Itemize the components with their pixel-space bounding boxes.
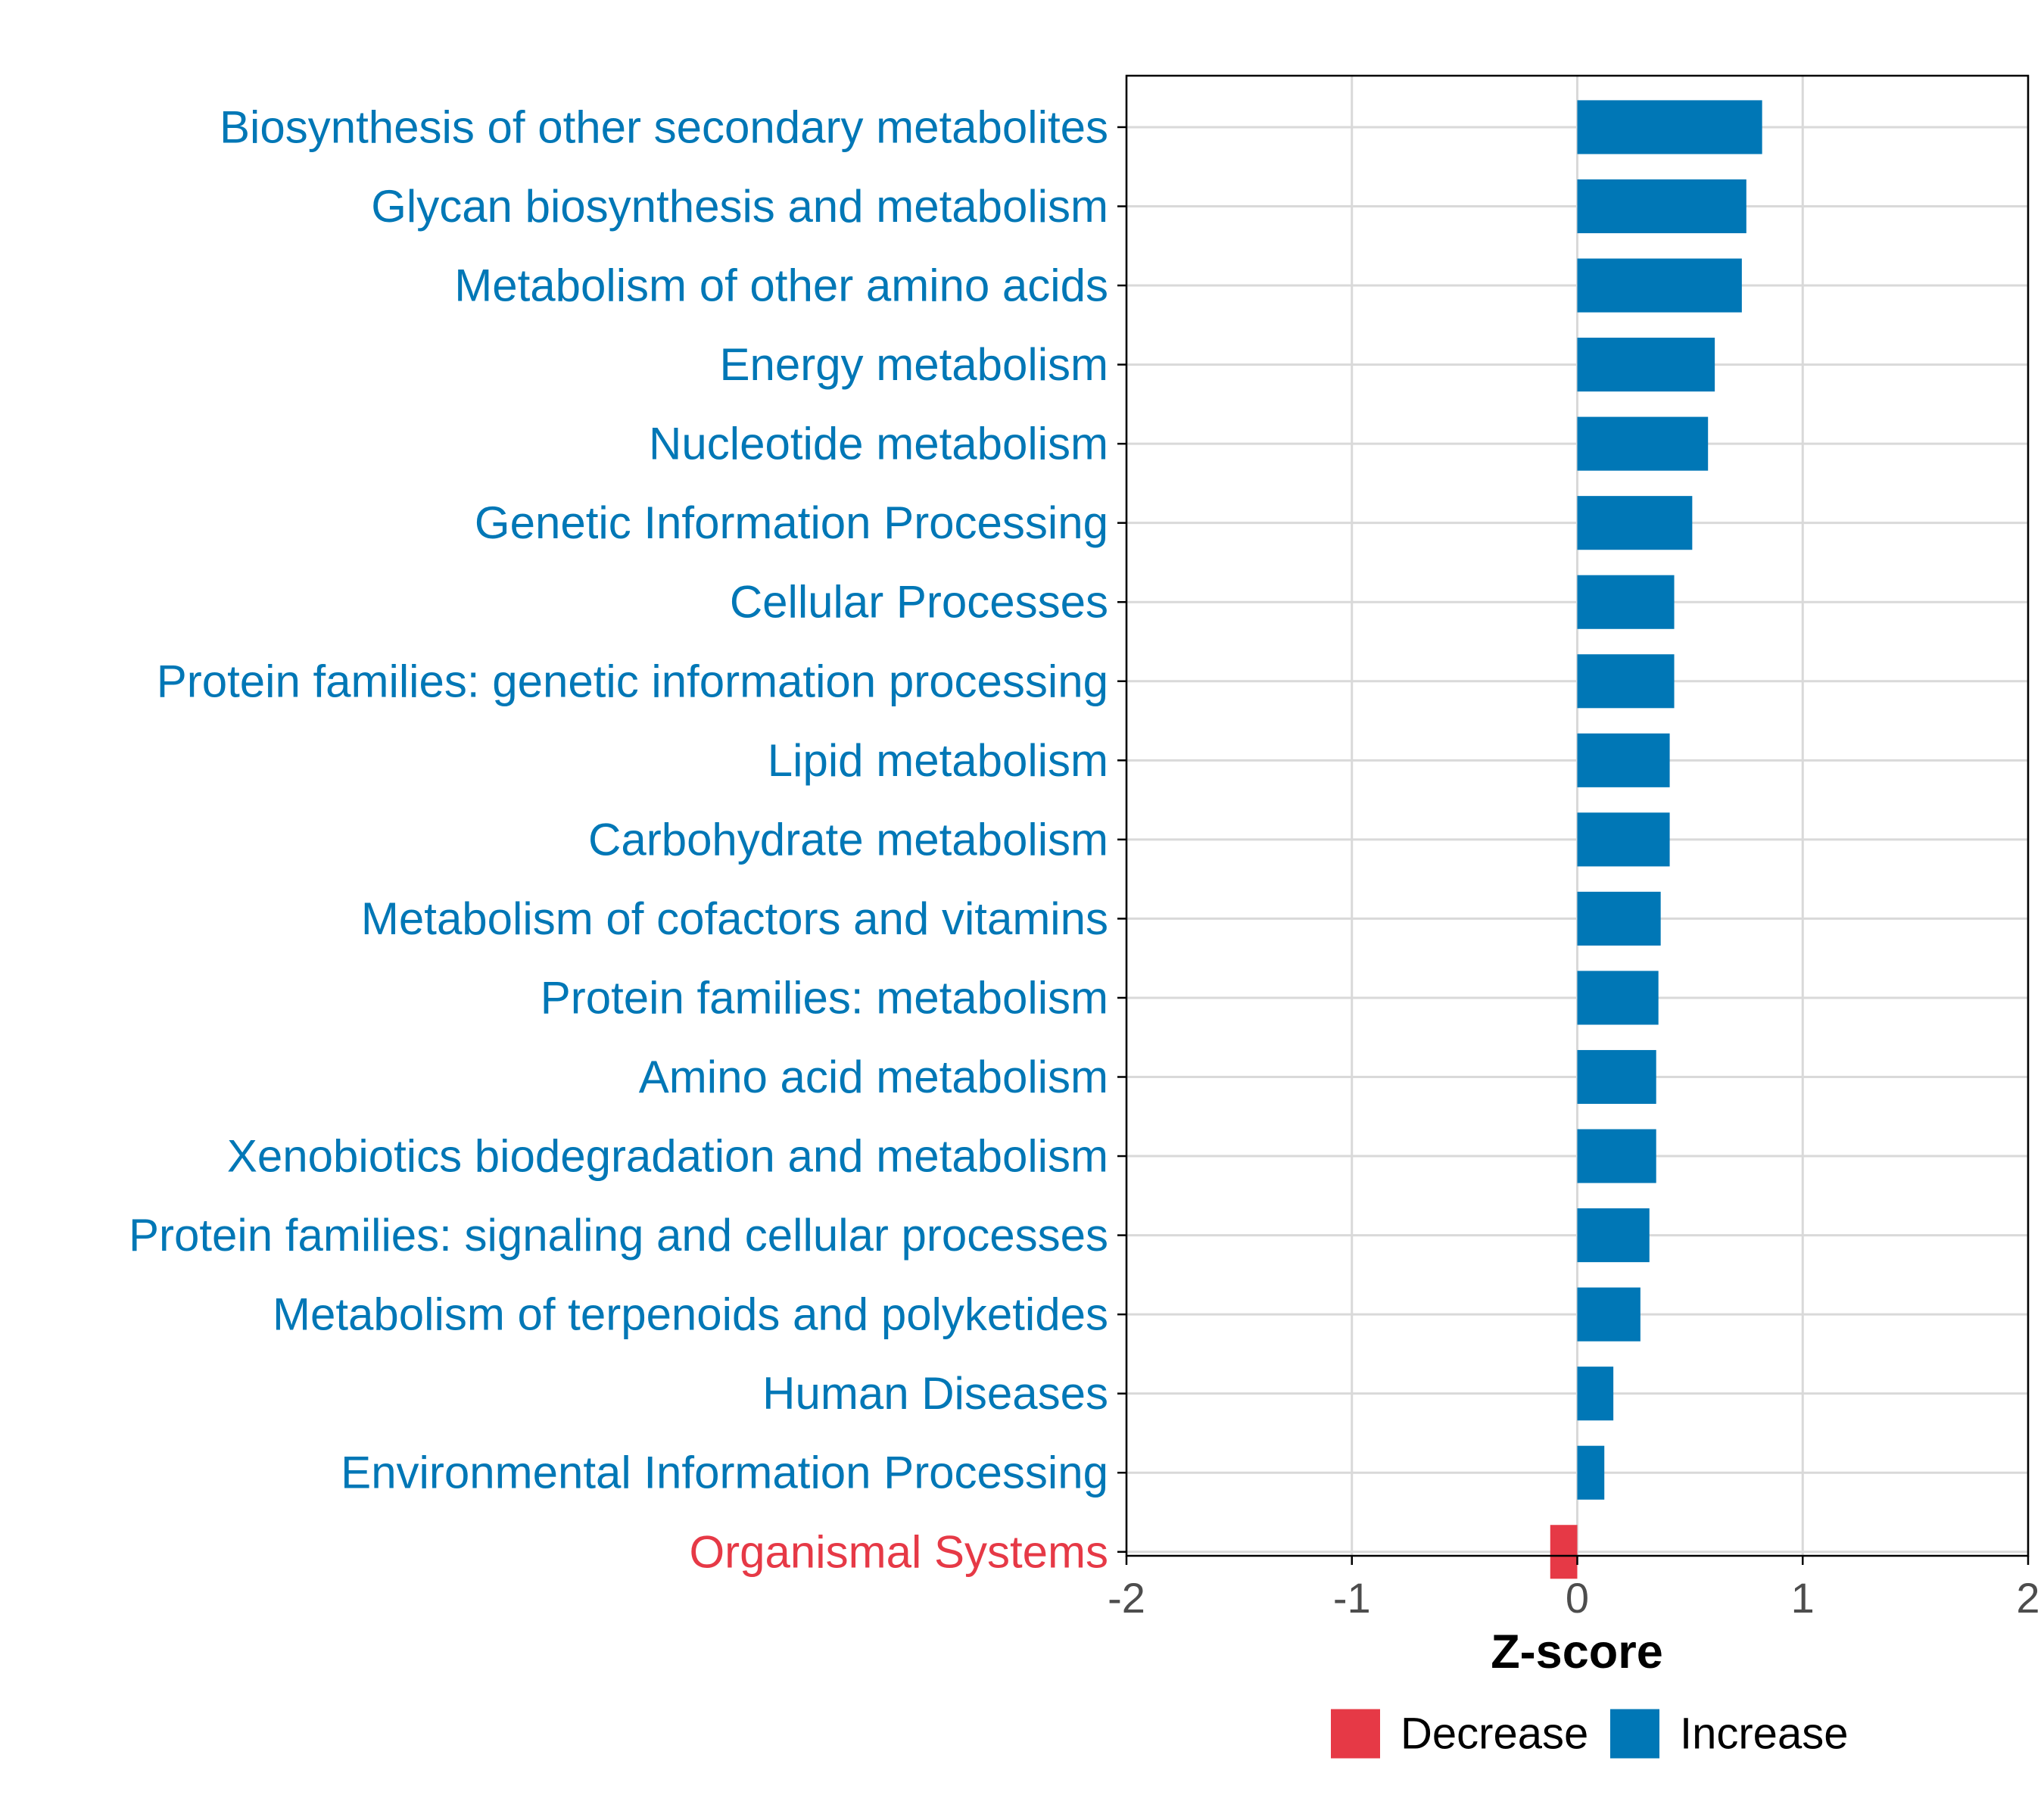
y-tick-label: Glycan biosynthesis and metabolism (371, 181, 1108, 232)
bar (1577, 1445, 1605, 1500)
y-tick-label: Protein families: genetic information pr… (157, 656, 1108, 706)
x-axis-title: Z-score (1491, 1625, 1663, 1678)
legend-key (1610, 1709, 1659, 1759)
bar (1577, 338, 1715, 392)
legend-label: Decrease (1401, 1709, 1588, 1759)
y-tick-label: Biosynthesis of other secondary metaboli… (220, 101, 1108, 152)
bars (1550, 100, 1762, 1579)
y-tick-label: Metabolism of other amino acids (454, 260, 1108, 311)
bar (1577, 496, 1693, 550)
bar (1577, 1049, 1656, 1105)
y-tick-label: Human Diseases (762, 1368, 1108, 1419)
bar (1577, 1129, 1656, 1183)
bar (1577, 654, 1675, 709)
y-tick-label: Organismal Systems (690, 1526, 1108, 1577)
legend: Decrease Increase (1331, 1709, 1848, 1759)
x-tick-label: -2 (1108, 1574, 1145, 1622)
y-tick-label: Energy metabolism (719, 339, 1108, 390)
bar (1577, 812, 1670, 867)
y-tick-label: Nucleotide metabolism (649, 419, 1108, 469)
bar (1577, 1287, 1640, 1342)
bar (1577, 258, 1742, 313)
y-tick-label: Xenobiotics biodegradation and metabolis… (227, 1131, 1108, 1182)
bar (1577, 416, 1709, 471)
bar (1577, 575, 1675, 629)
y-tick-label: Amino acid metabolism (639, 1052, 1108, 1102)
y-tick-label: Metabolism of cofactors and vitamins (361, 893, 1108, 944)
y-tick-label: Genetic Information Processing (475, 497, 1108, 548)
bar (1577, 891, 1661, 946)
x-axis-ticks: -2 -1 0 1 2 (1108, 1556, 2040, 1622)
y-tick-label: Metabolism of terpenoids and polyketides (273, 1289, 1108, 1340)
x-tick-label: 2 (2016, 1574, 2039, 1622)
y-tick-label: Protein families: metabolism (541, 972, 1108, 1023)
legend-key (1331, 1709, 1380, 1759)
y-tick-label: Lipid metabolism (768, 735, 1108, 786)
bar (1550, 1525, 1578, 1579)
y-tick-label: Protein families: signaling and cellular… (129, 1210, 1108, 1261)
bar (1577, 971, 1659, 1025)
y-axis-labels: Biosynthesis of other secondary metaboli… (129, 101, 1126, 1577)
bar (1577, 1208, 1650, 1263)
bar (1577, 100, 1762, 154)
y-tick-label: Environmental Information Processing (341, 1448, 1108, 1498)
bar (1577, 179, 1746, 234)
bar (1577, 1367, 1614, 1421)
y-tick-label: Carbohydrate metabolism (588, 814, 1108, 865)
x-tick-label: 0 (1566, 1574, 1589, 1622)
bar (1577, 733, 1670, 787)
x-tick-label: -1 (1333, 1574, 1371, 1622)
x-tick-label: 1 (1791, 1574, 1815, 1622)
y-tick-label: Cellular Processes (730, 577, 1108, 628)
legend-label: Increase (1680, 1709, 1848, 1759)
